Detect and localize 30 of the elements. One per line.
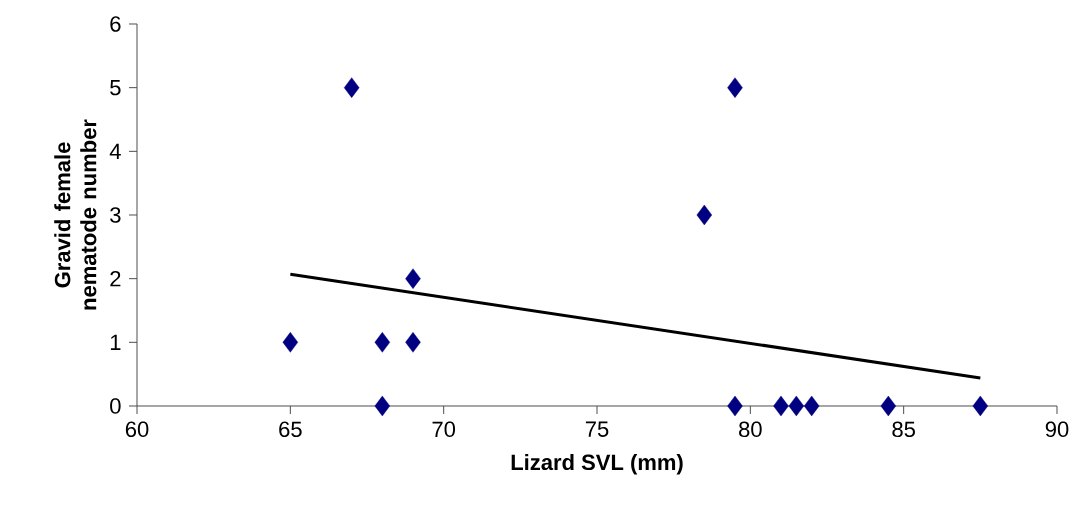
y-tick-label: 3 [110,207,121,223]
y-tick-label: 0 [110,398,121,414]
point [803,395,820,417]
y-tick-label: 1 [110,334,121,350]
point [374,332,391,353]
point [405,268,421,289]
point [773,395,789,417]
y-tick-label: 5 [110,79,121,96]
y-tick-label: 6 [110,16,121,32]
y-tick-label: 4 [109,143,121,159]
x-tick-label: 90 [1045,421,1069,438]
y-tick-label: 2 [110,270,121,287]
x-tick-label: 60 [125,421,149,438]
point [405,332,421,353]
y-axis-title: Gravid female nematode number [54,119,97,310]
x-tick-label: 65 [279,421,302,438]
x-tick-label: 75 [585,421,609,437]
point [282,332,299,353]
x-tick-label: 85 [892,421,915,438]
point [788,395,805,417]
point [972,395,989,417]
point [727,395,743,417]
point [374,395,391,417]
x-axis-title: Lizard SVL (mm) [511,453,683,475]
point [696,204,713,226]
point [880,395,897,417]
x-tick-label: 70 [432,421,456,438]
point [343,77,360,98]
x-tick-label: 80 [739,421,762,438]
point [727,77,743,98]
